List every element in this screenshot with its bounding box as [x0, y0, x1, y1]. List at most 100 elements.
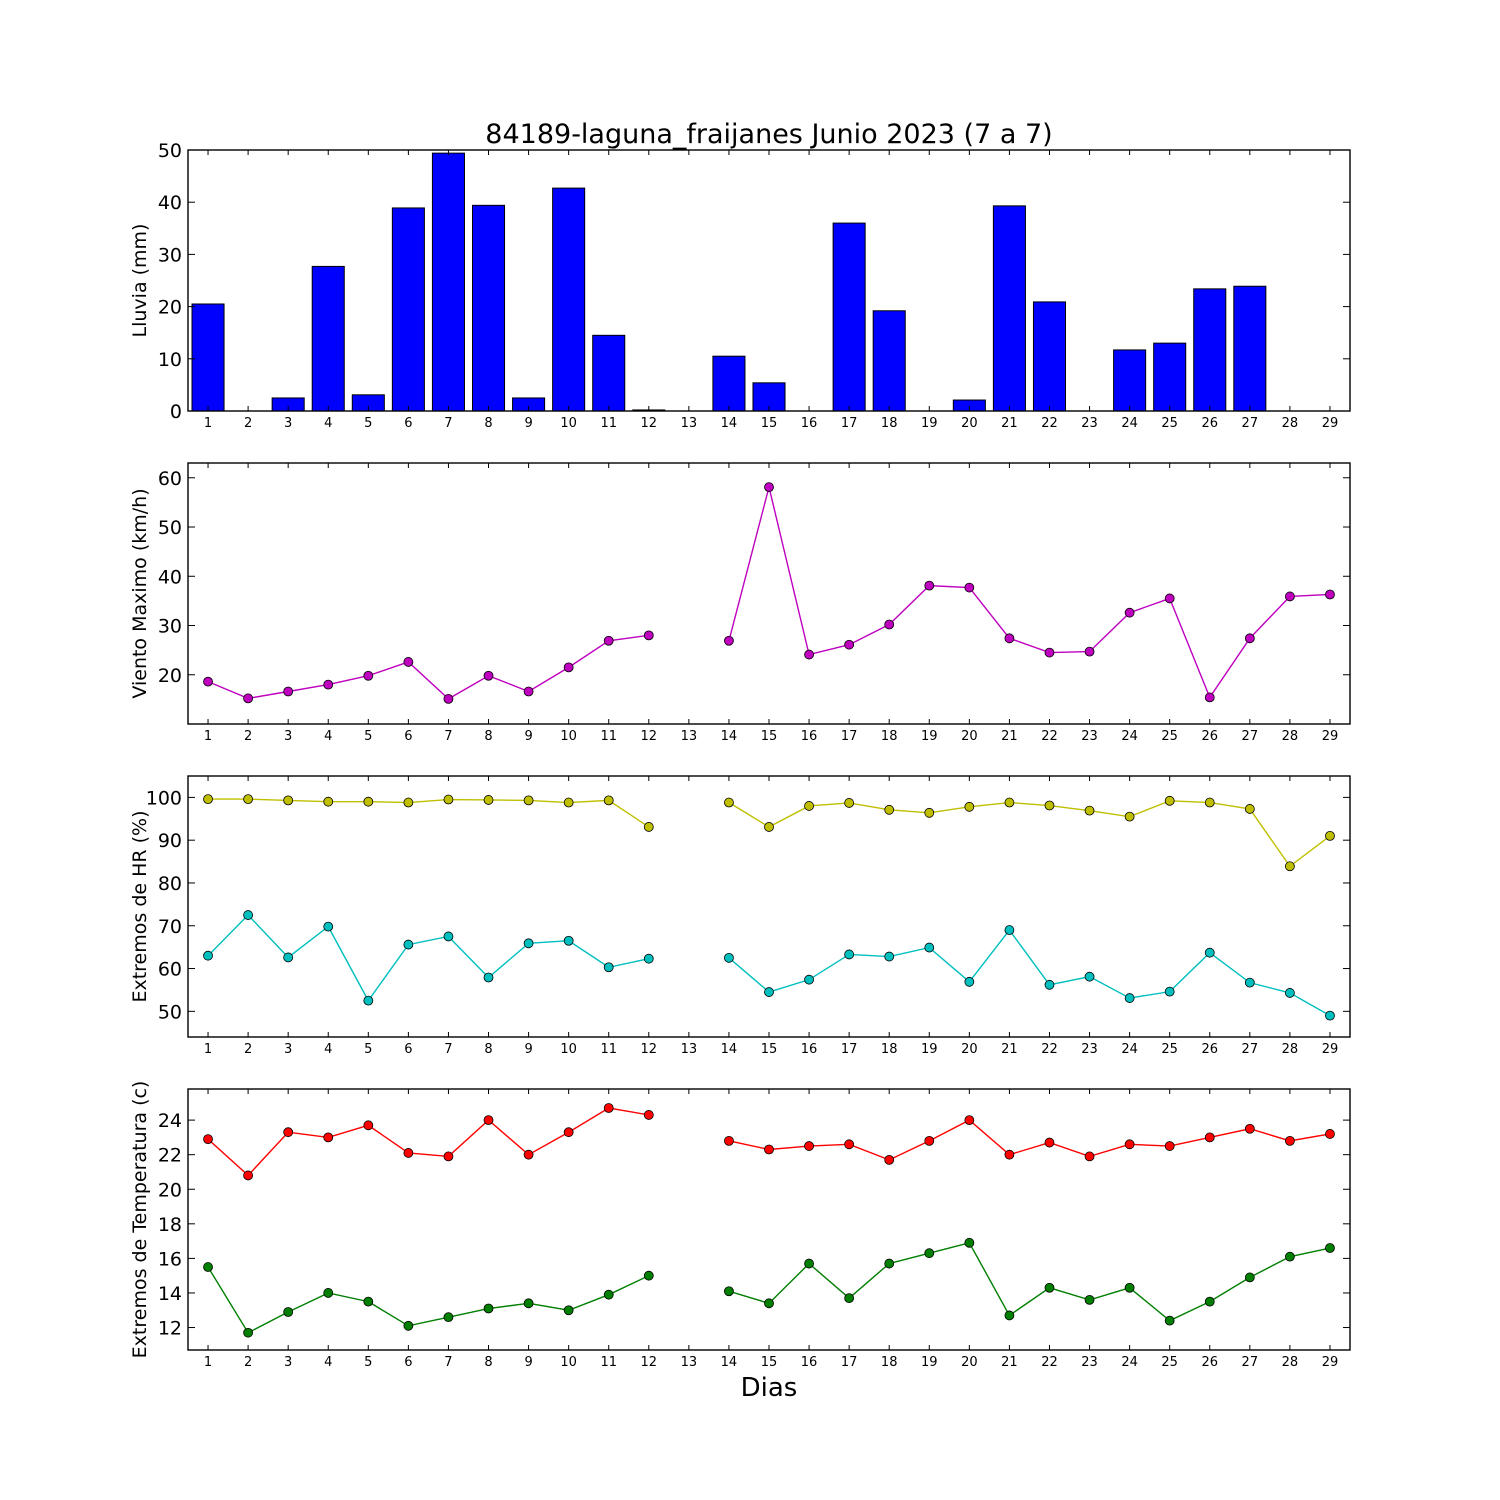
bar-day-6: [391, 207, 425, 412]
point-day-15: [764, 822, 774, 832]
x-tick-label: 14: [721, 729, 738, 744]
point-day-6: [403, 1320, 414, 1331]
x-tick-label: 3: [284, 1042, 292, 1057]
point-day-14: [724, 797, 734, 808]
y-tick-label: 20: [158, 1179, 182, 1201]
point-day-2: [243, 910, 254, 920]
x-tick-label: 18: [881, 1042, 898, 1057]
x-tick-label: 26: [1201, 729, 1218, 744]
bar-day-25: [1153, 342, 1187, 412]
x-tick-label: 23: [1081, 1355, 1098, 1370]
series-line: [728, 1242, 1331, 1322]
x-tick-label: 19: [921, 729, 938, 744]
bar-day-1: [191, 303, 225, 412]
point-day-20: [964, 801, 975, 812]
point-day-29: [1325, 589, 1335, 600]
point-day-5: [363, 995, 374, 1006]
point-day-24: [1124, 1282, 1135, 1293]
point-day-1: [203, 950, 213, 961]
point-day-16: [804, 1258, 814, 1269]
bar-day-26: [1193, 288, 1227, 412]
bar-day-4: [311, 265, 345, 412]
y-tick-label: 60: [158, 959, 182, 981]
point-day-1: [203, 676, 213, 687]
x-tick-label: 23: [1081, 1042, 1098, 1057]
point-day-6: [403, 1148, 414, 1158]
point-day-28: [1284, 1135, 1295, 1146]
point-day-17: [844, 639, 855, 650]
point-day-18: [884, 619, 895, 630]
point-day-4: [323, 1288, 334, 1298]
point-day-8: [483, 1115, 494, 1126]
x-tick-label: 18: [881, 1355, 898, 1370]
x-tick-label: 13: [681, 1355, 698, 1370]
x-tick-label: 10: [560, 416, 577, 431]
point-day-26: [1204, 947, 1215, 958]
x-tick-label: 2: [244, 729, 252, 744]
x-tick-label: 16: [801, 729, 818, 744]
x-tick-label: 19: [921, 416, 938, 431]
y-tick-label: 50: [158, 1001, 182, 1023]
y-tick-label: 30: [158, 244, 182, 266]
x-tick-label: 14: [721, 416, 738, 431]
x-tick-label: 14: [721, 1042, 738, 1057]
point-day-18: [884, 804, 895, 815]
point-day-3: [283, 952, 294, 963]
point-day-23: [1084, 1294, 1095, 1305]
point-day-14: [724, 1135, 734, 1146]
point-day-6: [403, 797, 414, 808]
x-tick-label: 21: [1001, 729, 1018, 744]
point-day-5: [363, 796, 374, 807]
point-day-21: [1004, 925, 1015, 935]
point-day-12: [643, 1270, 654, 1281]
point-day-12: [643, 630, 654, 641]
x-tick-label: 19: [921, 1042, 938, 1057]
x-tick-label: 15: [761, 729, 778, 744]
x-tick-label: 6: [404, 729, 412, 744]
point-day-28: [1284, 861, 1295, 872]
x-tick-label: 11: [600, 1355, 617, 1370]
point-day-10: [563, 1305, 574, 1316]
x-tick-label: 15: [761, 1042, 778, 1057]
point-day-22: [1044, 1282, 1055, 1293]
point-day-19: [924, 807, 935, 818]
point-day-20: [964, 1237, 975, 1248]
x-tick-label: 10: [560, 729, 577, 744]
point-day-16: [804, 801, 814, 811]
bar-day-18: [872, 310, 906, 412]
point-day-8: [483, 972, 494, 983]
y-tick-label: 60: [158, 468, 182, 490]
x-tick-label: 8: [484, 729, 492, 744]
point-day-24: [1124, 811, 1135, 822]
point-day-28: [1284, 988, 1295, 998]
point-day-8: [483, 670, 494, 681]
x-tick-label: 8: [484, 1042, 492, 1057]
point-day-17: [844, 949, 855, 960]
point-day-10: [563, 797, 574, 808]
series-temperatura-1: [203, 1103, 1335, 1181]
bar-day-27: [1233, 285, 1267, 412]
point-day-23: [1084, 805, 1095, 816]
x-tick-label: 27: [1242, 1042, 1259, 1057]
x-tick-label: 24: [1121, 416, 1138, 431]
point-day-7: [443, 794, 454, 805]
point-day-22: [1044, 800, 1055, 811]
point-day-7: [443, 931, 454, 942]
axes-frame: [187, 462, 1351, 725]
point-day-10: [563, 1127, 574, 1138]
point-day-17: [844, 1139, 855, 1150]
point-day-28: [1284, 1251, 1295, 1262]
x-tick-label: 11: [600, 729, 617, 744]
point-day-26: [1204, 692, 1215, 703]
bar-day-22: [1032, 301, 1067, 412]
bar-day-21: [992, 205, 1026, 412]
point-day-15: [764, 987, 774, 997]
bar-day-17: [832, 222, 866, 412]
point-day-20: [964, 582, 975, 593]
x-tick-label: 25: [1161, 1355, 1178, 1370]
point-day-9: [523, 686, 534, 697]
